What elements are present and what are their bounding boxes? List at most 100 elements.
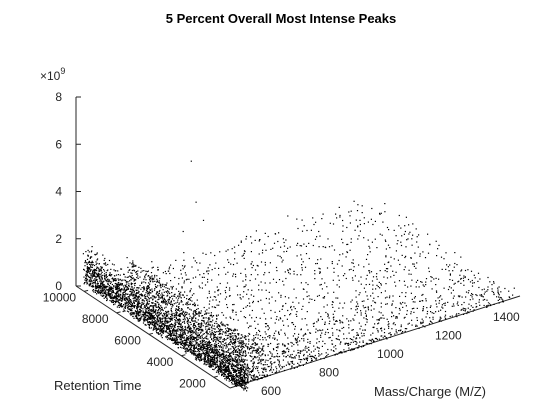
data-point [252, 302, 254, 304]
data-point [146, 288, 148, 290]
data-point [232, 358, 234, 360]
data-point [443, 258, 445, 260]
data-point [178, 290, 180, 292]
data-point [85, 251, 87, 253]
data-point [192, 352, 194, 354]
data-point [135, 300, 137, 302]
data-point [254, 327, 257, 329]
data-point [176, 320, 178, 322]
data-point [233, 349, 235, 351]
data-point [131, 289, 133, 291]
data-point [404, 316, 406, 318]
data-point [216, 322, 218, 325]
data-point [214, 350, 216, 352]
data-point [242, 352, 244, 354]
data-point [208, 355, 210, 357]
data-point [390, 334, 392, 336]
data-point [237, 370, 240, 372]
data-point [249, 333, 251, 335]
data-point [368, 270, 370, 272]
data-point [168, 321, 170, 323]
data-point [404, 256, 406, 259]
data-point [162, 332, 164, 334]
data-point [244, 377, 246, 379]
data-point [247, 387, 249, 389]
data-point [411, 319, 413, 321]
data-point [238, 379, 240, 381]
data-point [115, 288, 117, 291]
data-point [247, 376, 249, 378]
data-point [124, 306, 126, 308]
data-point [101, 277, 103, 279]
data-point [235, 370, 237, 373]
data-point [101, 290, 103, 292]
data-point [324, 333, 326, 335]
data-point [95, 269, 97, 271]
data-point [116, 295, 119, 297]
data-point [193, 323, 195, 325]
data-point [242, 350, 244, 352]
data-point [100, 275, 102, 277]
data-point [471, 296, 473, 298]
data-point [460, 282, 462, 284]
data-point [231, 342, 233, 344]
data-point [120, 282, 122, 284]
data-point [177, 341, 179, 343]
data-point [205, 353, 207, 355]
data-point [255, 334, 257, 336]
data-point [329, 222, 331, 224]
data-point [229, 333, 231, 335]
data-point [160, 287, 162, 289]
data-point [178, 293, 180, 295]
data-point [303, 288, 305, 290]
data-point [242, 368, 244, 370]
data-point [194, 344, 196, 346]
data-point [98, 289, 100, 291]
data-point [352, 262, 354, 264]
data-point [114, 296, 116, 298]
data-point [258, 240, 260, 242]
data-point [219, 358, 221, 360]
data-point [98, 291, 100, 293]
data-point [466, 312, 468, 315]
data-point [157, 319, 159, 322]
data-point [241, 340, 243, 342]
data-point [99, 284, 101, 287]
data-point [127, 306, 129, 308]
data-point [163, 302, 165, 304]
data-point [496, 296, 498, 298]
data-point [208, 350, 210, 352]
data-point [229, 329, 231, 331]
data-point [157, 317, 159, 319]
data-point [144, 275, 146, 277]
data-point [305, 361, 307, 364]
data-point [198, 344, 200, 346]
data-point [447, 288, 450, 291]
data-point [194, 324, 196, 327]
data-point [193, 324, 195, 326]
data-point [404, 230, 406, 233]
data-point [97, 281, 99, 283]
data-point [287, 354, 289, 356]
data-point [301, 308, 303, 310]
data-point [224, 355, 227, 357]
data-point [192, 344, 194, 346]
data-point [262, 249, 264, 251]
data-point [153, 289, 156, 291]
data-point [254, 278, 257, 280]
data-point [239, 343, 241, 345]
data-point [170, 333, 172, 335]
data-point [168, 288, 170, 290]
data-point [124, 286, 127, 288]
data-point [228, 328, 230, 330]
data-point [177, 343, 179, 345]
data-point [230, 366, 232, 368]
data-point [234, 357, 236, 360]
data-point [175, 315, 177, 317]
data-point [166, 313, 168, 315]
data-point [127, 296, 129, 298]
data-point [94, 289, 96, 291]
data-point [204, 313, 206, 315]
data-point [146, 320, 149, 322]
data-point [368, 283, 371, 285]
